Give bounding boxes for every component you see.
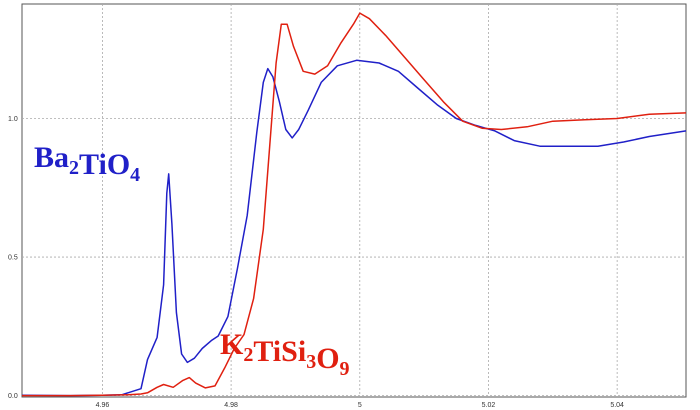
formula-element: Ba xyxy=(34,141,69,174)
grid-lines xyxy=(22,4,686,397)
plot-background xyxy=(21,3,687,398)
x-tick-label: 4.98 xyxy=(224,402,238,409)
series-label-k2tisi3o9: K2TiSi3O9 xyxy=(220,328,350,380)
formula-element: O xyxy=(316,342,339,375)
formula-subscript: 9 xyxy=(340,358,350,380)
formula-element: Si xyxy=(281,335,306,368)
formula-subscript: 4 xyxy=(130,164,140,186)
x-tick-label: 5 xyxy=(358,402,362,409)
x-tick-label: 5.04 xyxy=(610,402,624,409)
series-lines xyxy=(21,12,687,397)
formula-element: O xyxy=(107,148,130,181)
x-tick-label: 4.96 xyxy=(96,402,110,409)
formula-element: K xyxy=(220,328,244,361)
formula-subscript: 2 xyxy=(243,344,253,366)
formula-subscript: 3 xyxy=(306,351,316,373)
formula-element: Ti xyxy=(253,335,281,368)
formula-element: Ti xyxy=(79,148,107,181)
series-line-1 xyxy=(22,12,687,397)
y-tick-label: 1.0 xyxy=(8,116,18,123)
x-tick-label: 5.02 xyxy=(482,402,496,409)
series-line-0 xyxy=(21,59,687,397)
formula-subscript: 2 xyxy=(69,157,79,179)
tick-labels: 4.96 4.98 5 5.02 5.04 0.0 0.5 1.0 xyxy=(8,116,624,409)
series-label-ba2tio4: Ba2TiO4 xyxy=(34,141,140,186)
y-tick-label: 0.0 xyxy=(8,393,18,400)
y-tick-label: 0.5 xyxy=(8,255,18,262)
